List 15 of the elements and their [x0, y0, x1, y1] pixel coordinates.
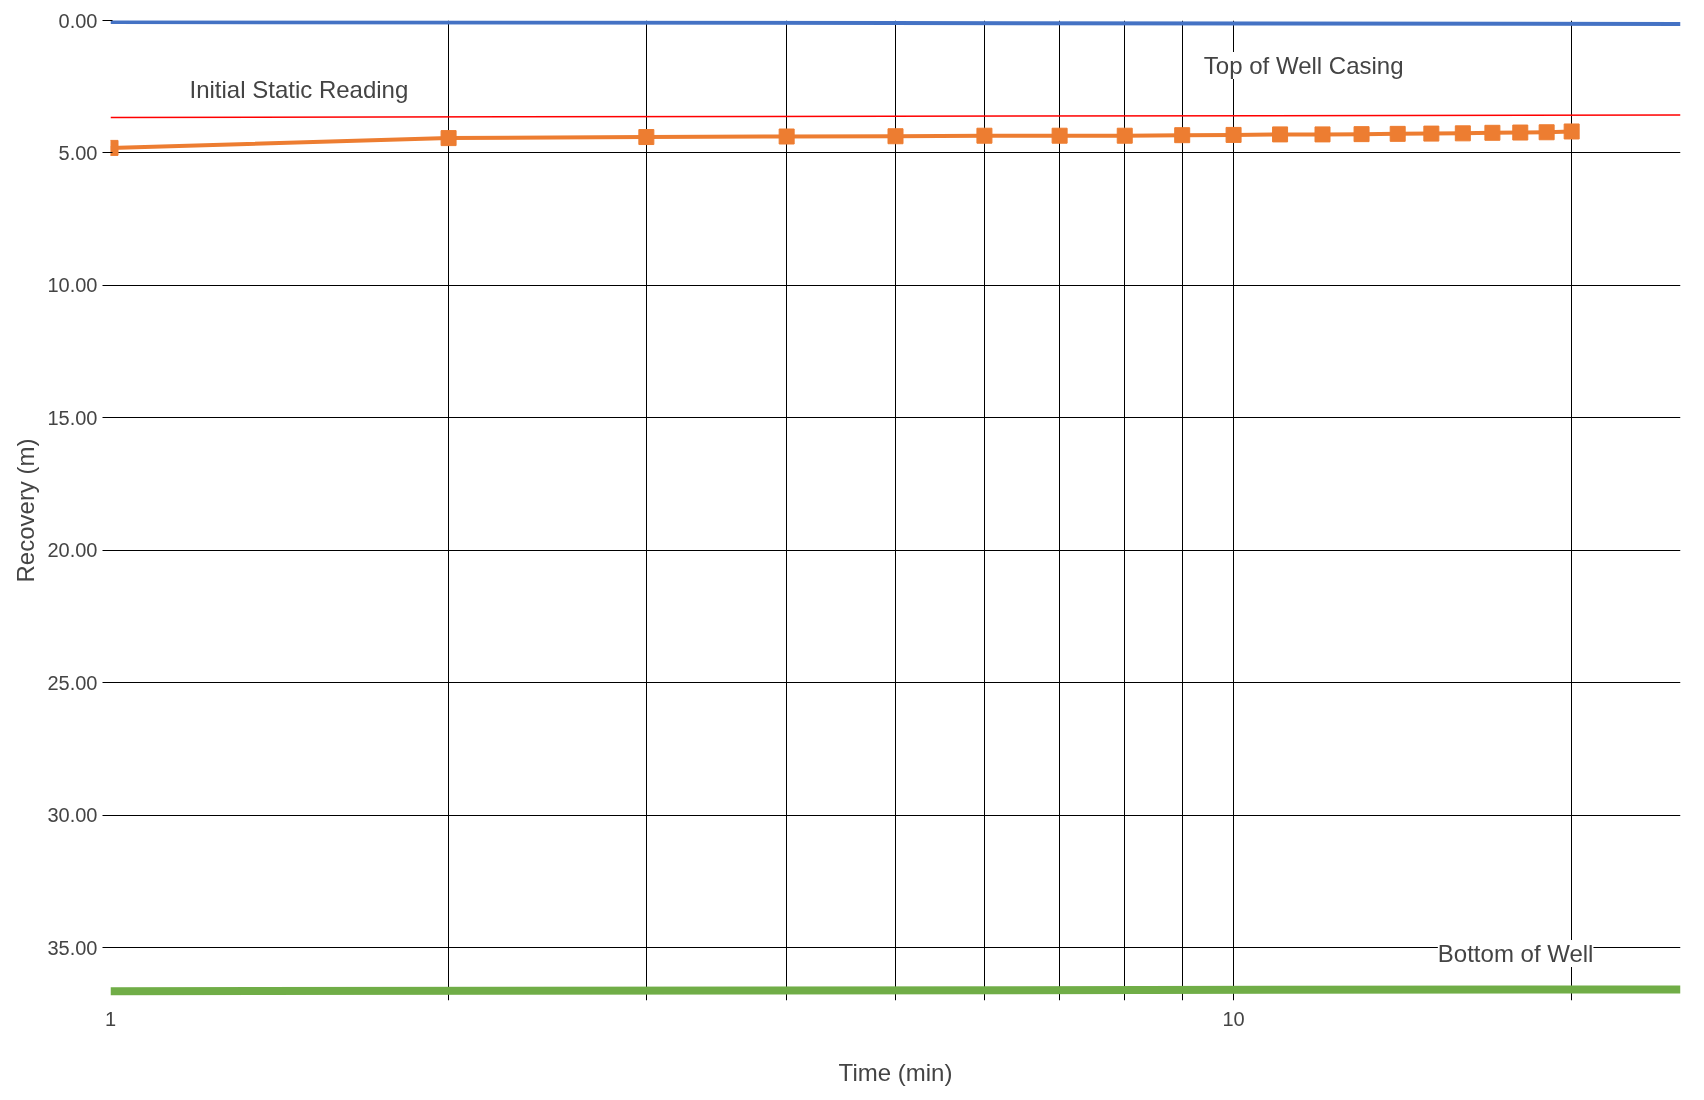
series-label: Top of Well Casing	[1203, 52, 1404, 79]
series-label: Bottom of Well	[1437, 940, 1594, 968]
y-tick-label: 10.00	[47, 274, 98, 297]
x-tick-label: 10	[1222, 1007, 1245, 1030]
x-axis-title: Time (min)	[838, 1058, 953, 1086]
y-tick-label: 30.00	[47, 804, 98, 827]
y-tick-label: 0.00	[58, 9, 98, 32]
y-tick-label: 25.00	[47, 671, 98, 694]
y-tick-label: 20.00	[47, 539, 98, 562]
x-tick-label: 1	[104, 1007, 117, 1030]
series-label: Initial Static Reading	[189, 75, 409, 103]
y-axis-title: Recovery (m)	[12, 438, 40, 583]
y-tick-label: 5.00	[58, 141, 98, 164]
y-tick-label: 35.00	[47, 936, 98, 959]
y-tick-label: 15.00	[47, 406, 98, 429]
